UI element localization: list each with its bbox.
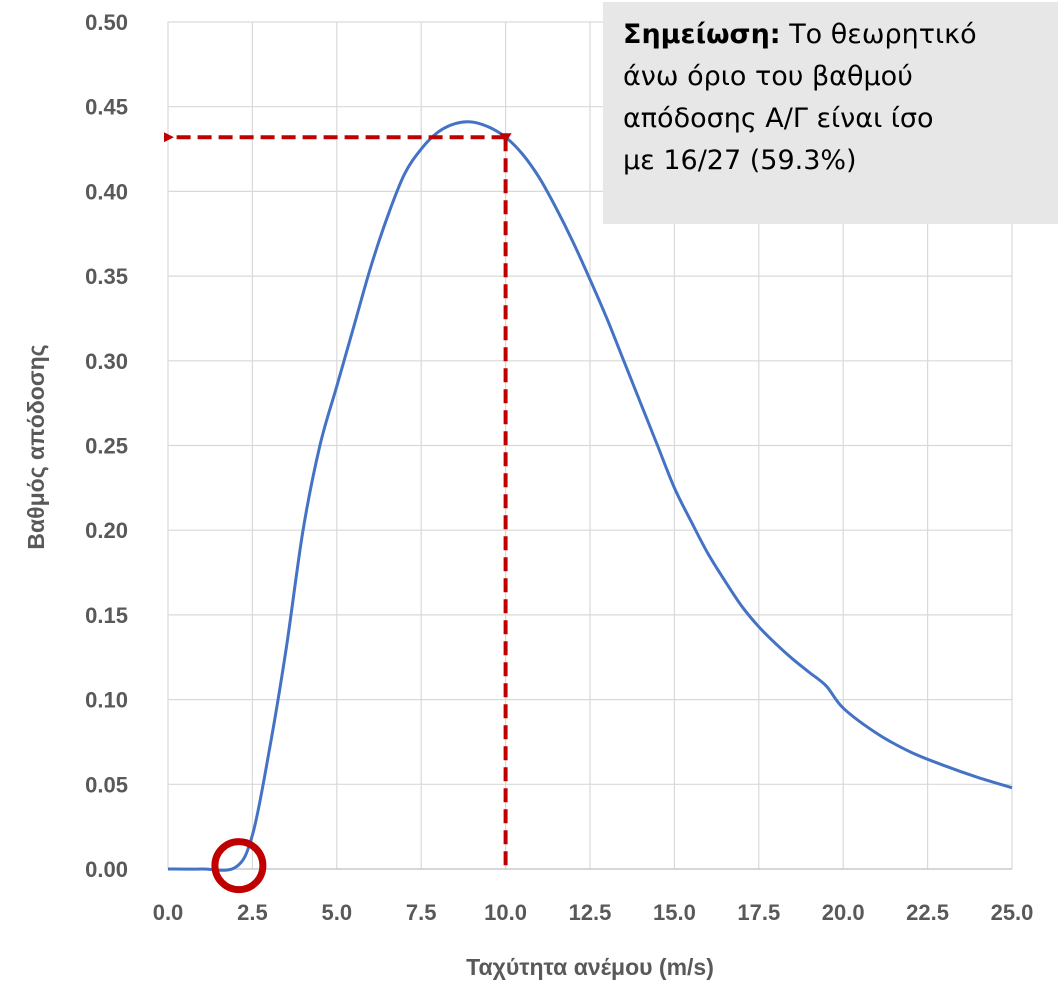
- cut-in-speed-circle: [211, 838, 267, 894]
- y-tick-label: 0.35: [85, 264, 128, 289]
- x-tick-label: 12.5: [569, 900, 612, 925]
- x-tick-label: 10.0: [484, 900, 527, 925]
- x-tick-label: 25.0: [991, 900, 1034, 925]
- note-label: Σημείωση:: [623, 19, 781, 50]
- x-tick-label: 22.5: [906, 900, 949, 925]
- x-tick-label: 15.0: [653, 900, 696, 925]
- efficiency-curve: [167, 120, 1013, 872]
- note-box: Σημείωση: Το θεωρητικό άνω όριο του βαθμ…: [603, 2, 1058, 224]
- note-line-4: με 16/27 (59.3%): [623, 145, 857, 176]
- marker-tip: [499, 133, 512, 144]
- x-axis-title: Ταχύτητα ανέμου (m/s): [466, 954, 714, 980]
- x-tick-label: 7.5: [406, 900, 437, 925]
- y-tick-label: 0.15: [85, 603, 128, 628]
- y-tick-label: 0.30: [85, 349, 128, 374]
- x-tick-label: 0.0: [153, 900, 184, 925]
- x-tick-label: 2.5: [237, 900, 268, 925]
- y-tick-labels: 0.00 0.05 0.10 0.15 0.20 0.25 0.30 0.35 0.40 0.45…: [85, 10, 128, 882]
- x-tick-labels: 0.0 2.5 5.0 7.5 10.0 12.5 15.0 17.5 20.0 22.5 25.0: [153, 900, 1034, 925]
- y-tick-label: 0.10: [85, 688, 128, 713]
- note-line-2: άνω όριο του βαθμού: [623, 61, 913, 92]
- y-tick-label: 0.20: [85, 518, 128, 543]
- note-line-3: απόδοσης Α/Γ είναι ίσο: [623, 103, 934, 134]
- x-tick-label: 5.0: [322, 900, 353, 925]
- annotation-markers: [164, 132, 512, 894]
- y-axis-title: Βαθμός απόδοσης: [23, 344, 49, 549]
- note-text: Σημείωση: Το θεωρητικό άνω όριο του βαθμ…: [623, 14, 1048, 182]
- y-tick-label: 0.05: [85, 772, 128, 797]
- y-tick-label: 0.00: [85, 857, 128, 882]
- x-tick-label: 17.5: [737, 900, 780, 925]
- y-tick-label: 0.40: [85, 179, 128, 204]
- y-tick-label: 0.45: [85, 95, 128, 120]
- y-tick-label: 0.25: [85, 434, 128, 459]
- y-tick-label: 0.50: [85, 10, 128, 35]
- x-tick-label: 20.0: [822, 900, 865, 925]
- note-line-1: Το θεωρητικό: [780, 19, 977, 50]
